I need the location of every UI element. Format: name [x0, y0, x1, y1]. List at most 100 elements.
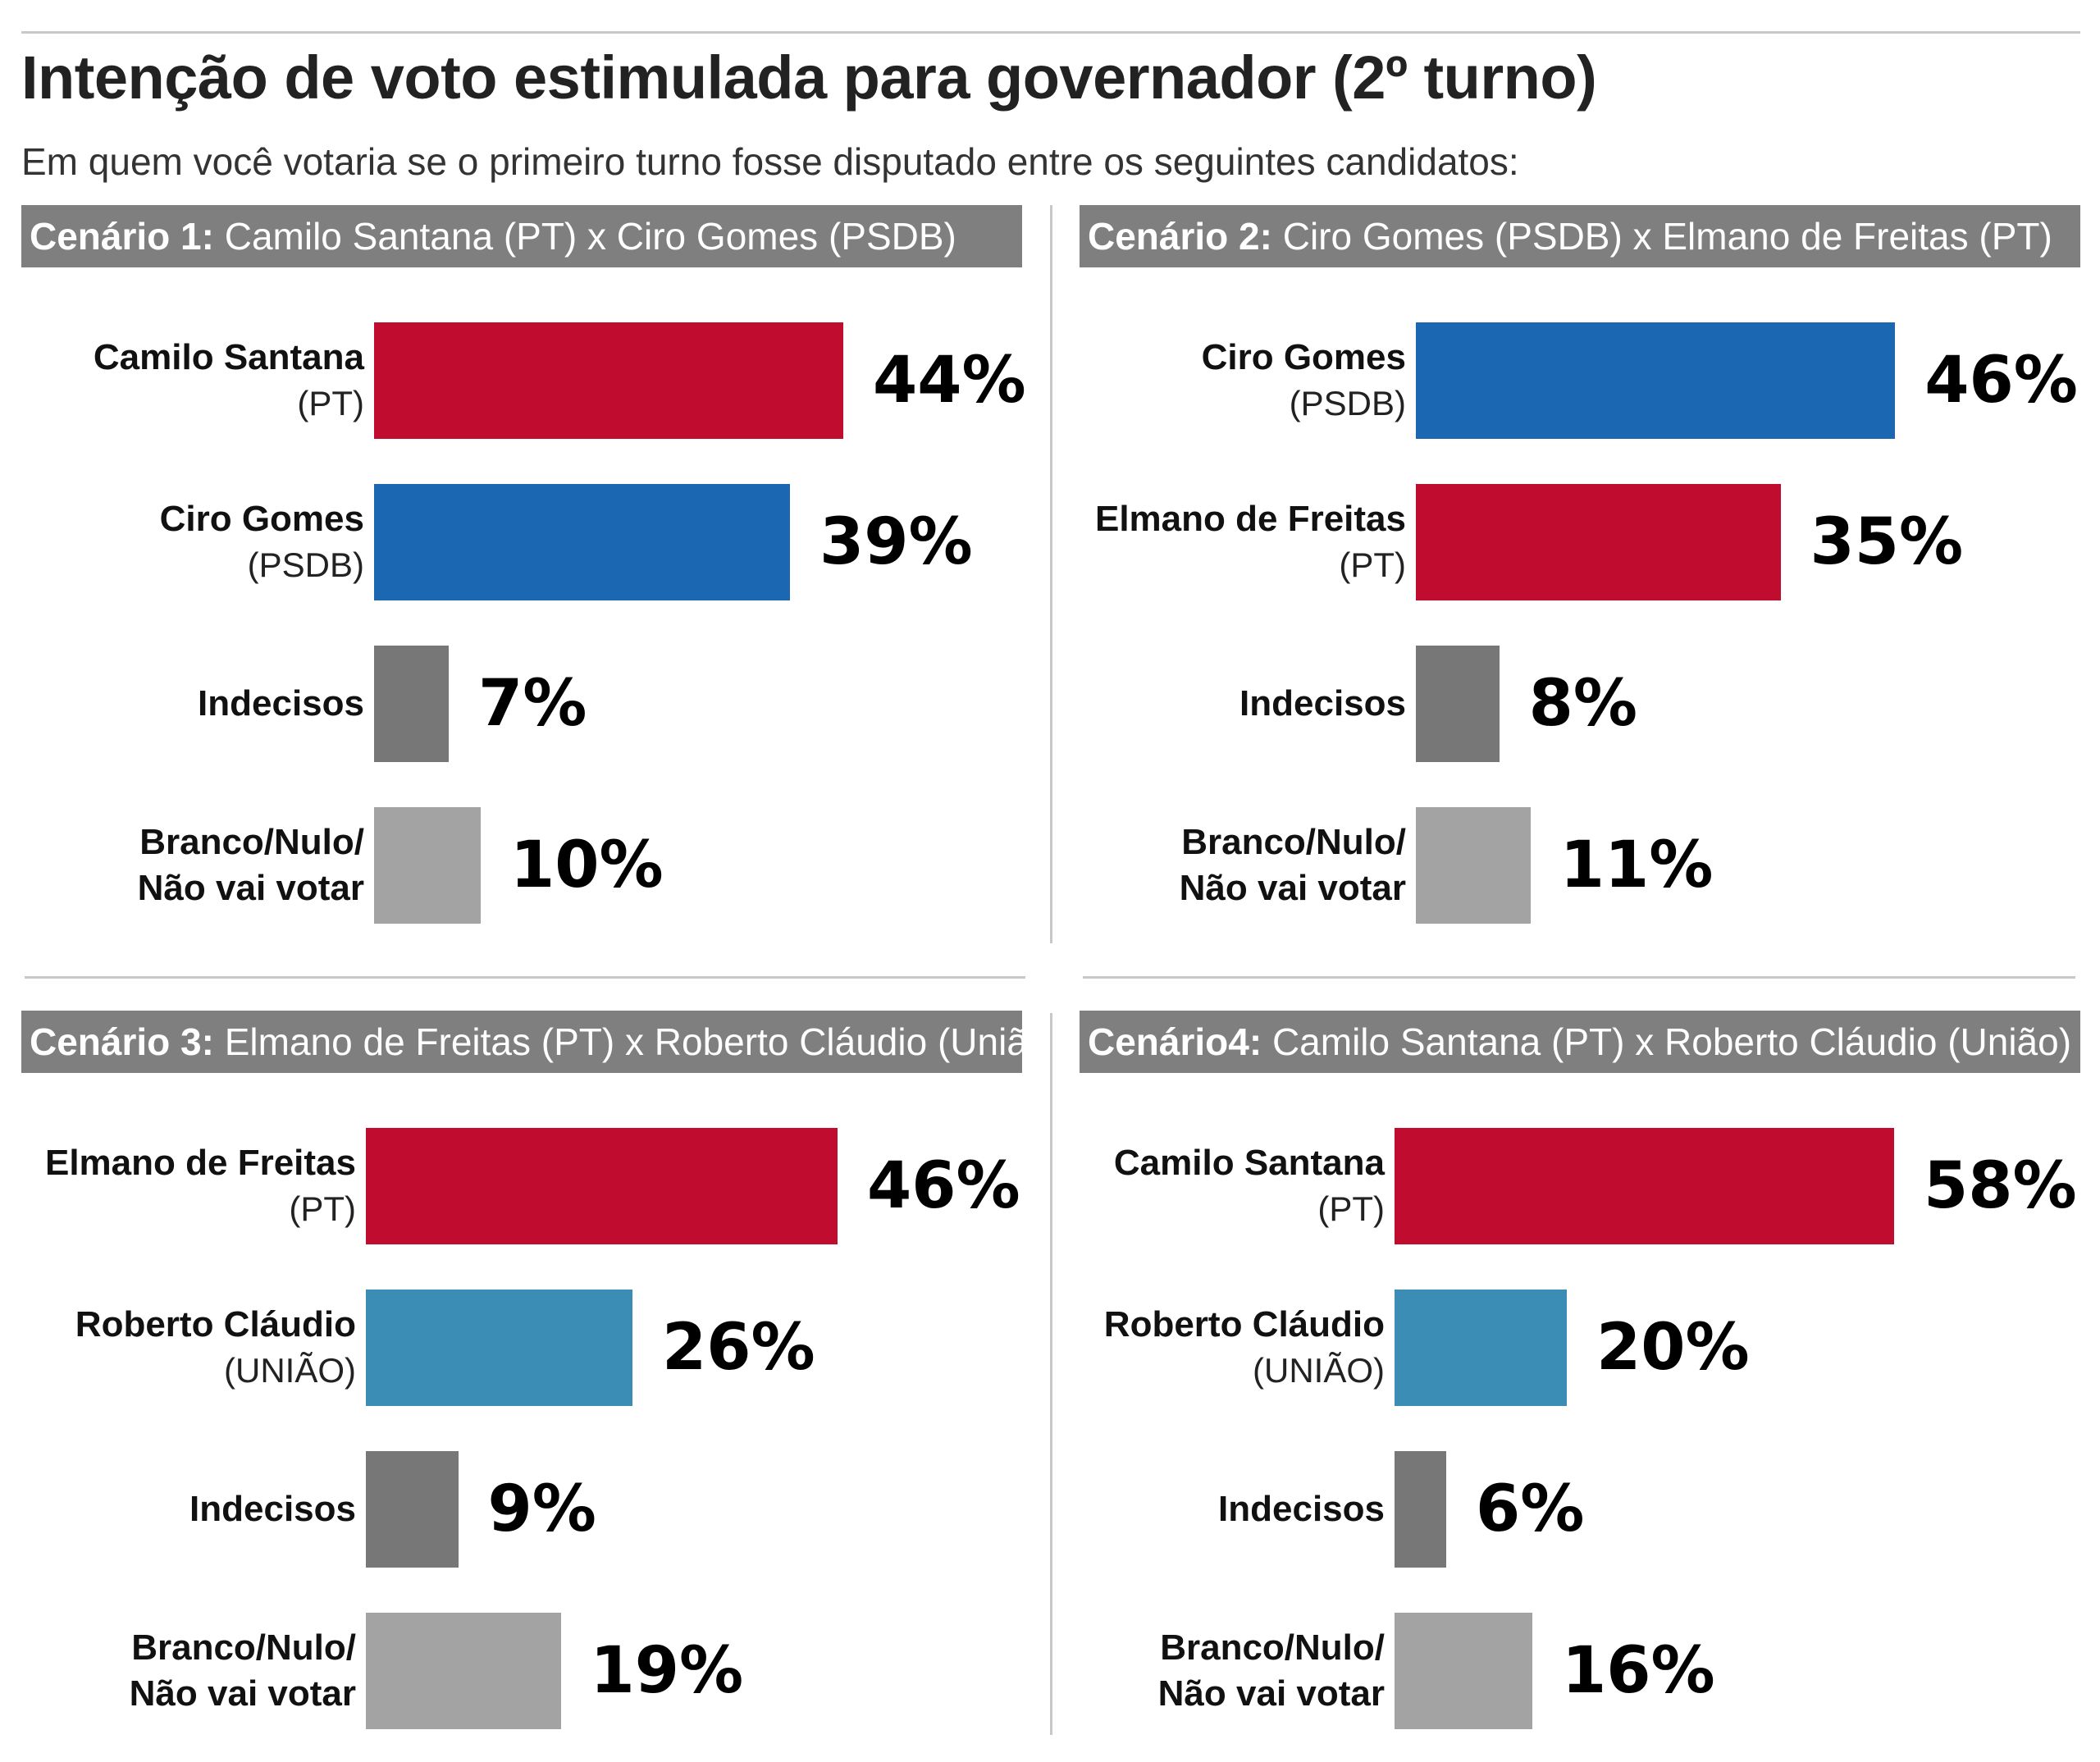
scenario-panel-3: Cenário 3: Elmano de Freitas (PT) x Robe… [21, 1011, 1022, 1732]
data-label: 20% [1596, 1311, 1750, 1385]
top-rule [21, 31, 2080, 34]
chart-subtitle: Em quem você votaria se o primeiro turno… [21, 140, 1519, 183]
bar [1395, 1290, 1567, 1406]
bar-row: Indecisos 6% [1080, 1451, 2080, 1568]
category-label: Roberto Cláudio (UNIÃO) [21, 1290, 356, 1406]
party-label: (UNIÃO) [224, 1351, 356, 1390]
candidate-name: Indecisos [189, 1489, 356, 1529]
candidate-name: Branco/Nulo/ [131, 1627, 356, 1668]
data-label: 10% [510, 829, 664, 902]
party-label: (PT) [289, 1189, 356, 1228]
horizontal-divider-right [1083, 976, 2075, 979]
bar-row: Indecisos 7% [21, 646, 1022, 762]
category-label: Camilo Santana (PT) [1080, 1128, 1385, 1244]
category-label: Camilo Santana (PT) [21, 322, 364, 439]
bar-row: Elmano de Freitas (PT) 46% [21, 1128, 1022, 1244]
category-label: Branco/Nulo/Não vai votar [21, 1613, 356, 1729]
category-label-line2: Não vai votar [1179, 868, 1406, 908]
category-label: Indecisos [21, 1451, 356, 1568]
category-label: Branco/Nulo/Não vai votar [1080, 1613, 1385, 1729]
category-label: Elmano de Freitas (PT) [21, 1128, 356, 1244]
candidate-name: Ciro Gomes [159, 499, 364, 539]
scenario-matchup: Camilo Santana (PT) x Roberto Cláudio (U… [1271, 1020, 2072, 1063]
candidate-name: Indecisos [1218, 1489, 1385, 1529]
bar-row: Indecisos 9% [21, 1451, 1022, 1568]
data-label: 6% [1476, 1472, 1585, 1546]
bar-row: Branco/Nulo/Não vai votar 19% [21, 1613, 1022, 1729]
bar-row: Roberto Cláudio (UNIÃO) 20% [1080, 1290, 2080, 1406]
category-label: Indecisos [21, 646, 364, 762]
data-label: 8% [1528, 667, 1638, 741]
party-label: (PSDB) [247, 545, 364, 584]
category-label-line2: Não vai votar [1157, 1673, 1385, 1714]
scenario-header: Cenário 1: Camilo Santana (PT) x Ciro Go… [21, 205, 1022, 267]
bar [1416, 646, 1500, 762]
vertical-divider-bottom [1050, 1013, 1052, 1735]
data-label: 7% [478, 667, 587, 741]
candidate-name: Camilo Santana [1113, 1143, 1385, 1183]
data-label: 26% [662, 1311, 815, 1385]
candidate-name: Indecisos [1239, 683, 1406, 724]
vertical-divider-top [1050, 205, 1052, 943]
scenario-header: Cenário 3: Elmano de Freitas (PT) x Robe… [21, 1011, 1022, 1073]
category-label: Ciro Gomes (PSDB) [21, 484, 364, 600]
category-label: Branco/Nulo/Não vai votar [21, 807, 364, 924]
bar [374, 646, 449, 762]
data-label: 46% [1924, 344, 2078, 418]
chart-title: Intenção de voto estimulada para governa… [21, 43, 1597, 112]
bar-row: Elmano de Freitas (PT) 35% [1080, 484, 2080, 600]
bar [1416, 484, 1781, 600]
scenario-label: Cenário4: [1088, 1020, 1262, 1063]
party-label: (PT) [1317, 1189, 1385, 1228]
bar [366, 1613, 561, 1729]
bar [1416, 322, 1896, 439]
category-label: Roberto Cláudio (UNIÃO) [1080, 1290, 1385, 1406]
data-label: 16% [1562, 1634, 1715, 1708]
party-label: (PT) [1339, 545, 1406, 584]
horizontal-divider-left [25, 976, 1025, 979]
scenario-label: Cenário 2: [1088, 215, 1272, 258]
bar [366, 1451, 459, 1568]
category-label: Ciro Gomes (PSDB) [1080, 322, 1406, 439]
data-label: 39% [819, 505, 973, 579]
candidate-name: Roberto Cláudio [75, 1304, 356, 1344]
data-label: 9% [487, 1472, 596, 1546]
category-label-line2: Não vai votar [129, 1673, 356, 1714]
party-label: (UNIÃO) [1253, 1351, 1385, 1390]
candidate-name: Elmano de Freitas [1094, 499, 1406, 539]
bar [366, 1128, 838, 1244]
bar [366, 1290, 632, 1406]
bar-row: Ciro Gomes (PSDB) 46% [1080, 322, 2080, 439]
bar [1395, 1613, 1532, 1729]
category-label: Elmano de Freitas (PT) [1080, 484, 1406, 600]
party-label: (PSDB) [1289, 384, 1406, 422]
data-label: 46% [867, 1149, 1020, 1223]
candidate-name: Elmano de Freitas [44, 1143, 356, 1183]
candidate-name: Branco/Nulo/ [1160, 1627, 1385, 1668]
bar-row: Branco/Nulo/Não vai votar 11% [1080, 807, 2080, 924]
bar [374, 322, 843, 439]
bar-row: Roberto Cláudio (UNIÃO) 26% [21, 1290, 1022, 1406]
bar [1416, 807, 1531, 924]
scenario-panel-4: Cenário4: Camilo Santana (PT) x Roberto … [1080, 1011, 2080, 1732]
data-label: 58% [1924, 1149, 2077, 1223]
scenario-matchup: Ciro Gomes (PSDB) x Elmano de Freitas (P… [1282, 215, 2052, 258]
candidate-name: Roberto Cláudio [1103, 1304, 1385, 1344]
bar-row: Branco/Nulo/Não vai votar 10% [21, 807, 1022, 924]
scenario-panel-1: Cenário 1: Camilo Santana (PT) x Ciro Go… [21, 205, 1026, 927]
bar [374, 484, 790, 600]
category-label-line2: Não vai votar [137, 868, 364, 908]
scenario-matchup: Elmano de Freitas (PT) x Roberto Cláudio… [224, 1020, 1022, 1063]
data-label: 11% [1559, 829, 1714, 902]
scenario-header: Cenário 2: Ciro Gomes (PSDB) x Elmano de… [1080, 205, 2080, 267]
scenario-panel-2: Cenário 2: Ciro Gomes (PSDB) x Elmano de… [1080, 205, 2080, 927]
candidate-name: Branco/Nulo/ [1181, 822, 1406, 862]
scenario-label: Cenário 1: [30, 215, 214, 258]
bar [1395, 1128, 1894, 1244]
data-label: 44% [873, 344, 1026, 418]
bar-row: Ciro Gomes (PSDB) 39% [21, 484, 1022, 600]
data-label: 19% [590, 1634, 744, 1708]
category-label: Indecisos [1080, 1451, 1385, 1568]
party-label: (PT) [297, 384, 364, 422]
candidate-name: Camilo Santana [93, 337, 364, 377]
